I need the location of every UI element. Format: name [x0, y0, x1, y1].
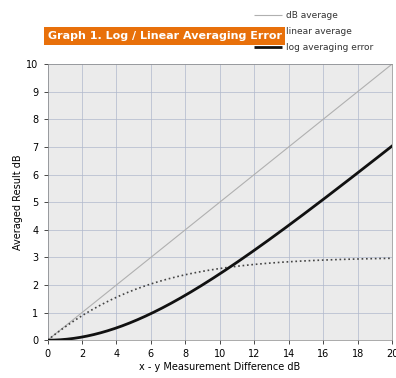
- X-axis label: x - y Measurement Difference dB: x - y Measurement Difference dB: [139, 362, 301, 372]
- Text: linear average: linear average: [286, 27, 352, 36]
- Text: Graph 1. Log / Linear Averaging Error: Graph 1. Log / Linear Averaging Error: [48, 31, 282, 41]
- Text: dB average: dB average: [286, 11, 338, 20]
- Text: log averaging error: log averaging error: [286, 43, 373, 52]
- Y-axis label: Averaged Result dB: Averaged Result dB: [13, 154, 23, 250]
